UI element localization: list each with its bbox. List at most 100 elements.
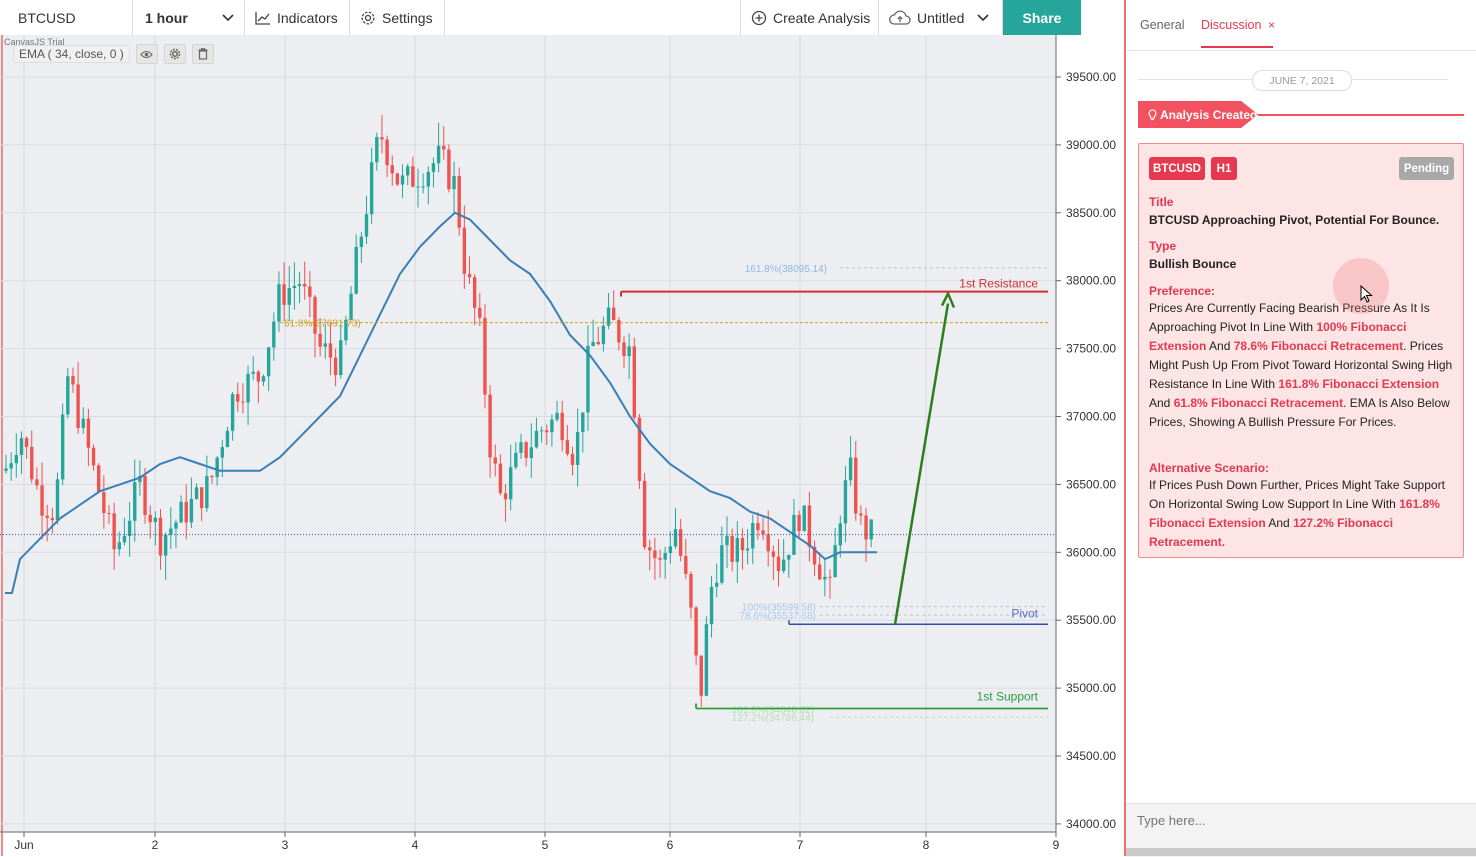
candle-body	[138, 475, 142, 483]
candle-body	[560, 412, 564, 441]
analysis-created-banner: Analysis Created	[1138, 101, 1258, 128]
projection-arrow-line	[893, 303, 950, 625]
candle-body	[514, 452, 518, 468]
candle-body	[205, 476, 209, 509]
candle-body	[421, 186, 425, 188]
candle-body	[112, 513, 116, 550]
plus-circle-icon	[751, 10, 767, 25]
candle-body	[787, 554, 791, 560]
chart-line-icon	[255, 11, 270, 25]
chevron-down-icon	[977, 14, 989, 22]
candle-body	[436, 145, 441, 164]
tab-general[interactable]: General	[1140, 18, 1185, 32]
share-button[interactable]: Share	[1003, 0, 1081, 35]
candle-body	[14, 455, 18, 464]
candle-body	[86, 418, 91, 448]
candle-body	[9, 463, 13, 469]
y-axis-tick-label: 35500.00	[1066, 613, 1116, 627]
candle-body	[81, 418, 85, 429]
candle-body	[452, 176, 456, 190]
candle-body	[380, 137, 384, 140]
x-axis-tick-label: 4	[412, 838, 419, 852]
share-label: Share	[1022, 9, 1062, 26]
indicators-label: Indicators	[277, 9, 338, 26]
eye-icon[interactable]	[135, 44, 158, 64]
settings-button[interactable]: Settings	[350, 0, 445, 35]
alternative-label: Alternative Scenario:	[1149, 461, 1270, 475]
tab-discussion[interactable]: Discussion	[1201, 18, 1262, 32]
timeframe-dropdown[interactable]: 1 hour	[133, 0, 245, 35]
candle-body	[854, 457, 858, 514]
candle-body	[200, 487, 204, 509]
candle-body	[127, 520, 132, 536]
y-axis-tick-label: 39500.00	[1066, 70, 1116, 84]
candle-body	[406, 166, 410, 176]
candle-body	[169, 528, 173, 535]
message-input[interactable]	[1126, 804, 1476, 836]
candle-body	[344, 319, 348, 341]
resistance-label: 1st Resistance	[959, 277, 1038, 291]
document-name: Untitled	[917, 9, 965, 26]
candle-body	[632, 346, 636, 418]
candle-body	[426, 171, 430, 187]
candle-body	[241, 401, 245, 403]
discussion-panel: General Discussion × JUNE 7, 2021 Analys…	[1124, 0, 1476, 857]
candle-body	[447, 149, 451, 190]
y-axis-tick-label: 38500.00	[1066, 206, 1116, 220]
panel-tabs: General Discussion ×	[1126, 0, 1476, 51]
analysis-card: BTCUSD H1 Pending Title BTCUSD Approachi…	[1138, 143, 1464, 558]
x-axis-tick-label: 6	[667, 838, 674, 852]
candle-body	[158, 517, 163, 556]
candle-body	[102, 492, 106, 514]
candle-body	[184, 501, 188, 523]
trash-icon[interactable]	[191, 44, 214, 64]
y-axis-tick-label: 39000.00	[1066, 138, 1116, 152]
close-icon[interactable]: ×	[1268, 18, 1276, 32]
candle-body	[498, 463, 503, 494]
candle-body	[673, 529, 678, 547]
candle-body	[503, 493, 508, 500]
y-axis-tick-label: 34500.00	[1066, 749, 1116, 763]
candle-body	[699, 655, 703, 696]
candle-body	[472, 277, 477, 308]
candle-body	[153, 517, 158, 523]
candle-body	[684, 555, 688, 574]
banner-label: Analysis Created	[1160, 107, 1258, 122]
candle-body	[282, 284, 286, 305]
candle-body	[648, 547, 652, 551]
candle-body	[225, 430, 230, 448]
candle-body	[668, 546, 673, 553]
candle-body	[843, 480, 848, 524]
candle-body	[745, 548, 750, 551]
candle-body	[694, 607, 698, 656]
candle-body	[550, 419, 554, 433]
candle-body	[416, 186, 420, 188]
indicators-button[interactable]: Indicators	[245, 0, 350, 35]
candle-body	[4, 468, 8, 471]
candle-body	[66, 376, 70, 415]
create-analysis-button[interactable]: Create Analysis	[740, 0, 879, 35]
candle-body	[555, 412, 559, 420]
candle-body	[565, 440, 570, 454]
candle-body	[519, 442, 523, 453]
mouse-cursor-icon	[1360, 285, 1373, 303]
candle-body	[390, 165, 394, 174]
candle-body	[303, 283, 307, 287]
candle-body	[117, 542, 121, 550]
candle-body	[431, 163, 436, 172]
price-chart[interactable]: 39500.00 39000.00 38500.00 38000.00 37500.00…	[0, 35, 1122, 856]
candle-body	[761, 530, 765, 535]
candle-body	[478, 307, 482, 318]
candle-body	[735, 537, 739, 562]
timeframe-badge: H1	[1211, 157, 1237, 180]
candle-body	[751, 523, 755, 549]
gear-icon[interactable]	[163, 44, 186, 64]
symbol-field[interactable]: BTCUSD	[0, 0, 133, 35]
chart-canvas[interactable]: 39500.00 39000.00 38500.00 38000.00 37500.00…	[0, 35, 1122, 856]
document-dropdown[interactable]: Untitled	[879, 0, 1003, 35]
type-value: Bullish Bounce	[1149, 257, 1237, 271]
candle-body	[400, 175, 405, 185]
candle-body	[76, 384, 80, 429]
x-axis-tick-label: 9	[1053, 838, 1060, 852]
candle-body	[385, 139, 389, 166]
